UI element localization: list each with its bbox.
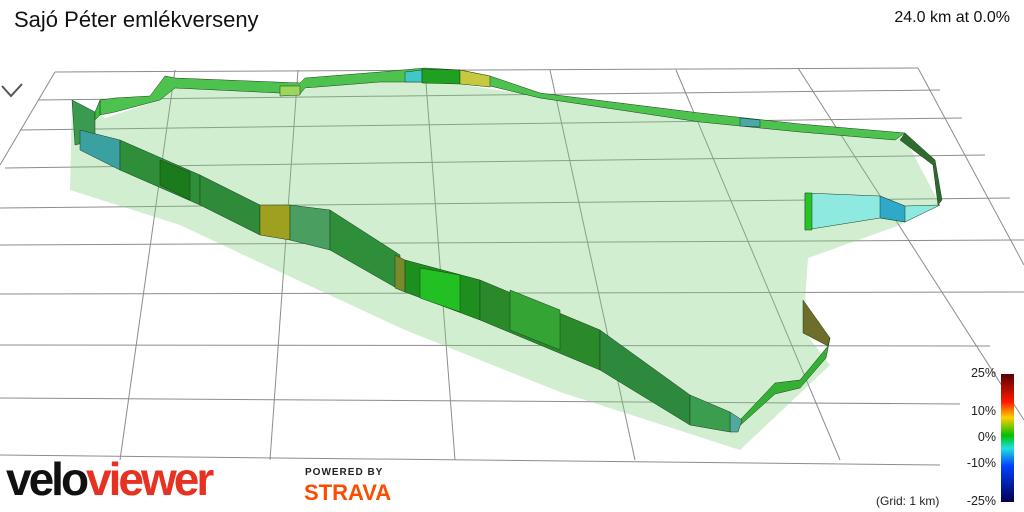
chevron-down-icon[interactable] (0, 80, 26, 102)
grid-scale-note: (Grid: 1 km) (876, 494, 940, 508)
veloviewer-logo: veloviewer (6, 453, 214, 505)
page-title: Sajó Péter emlékverseny (14, 7, 259, 32)
gradient-legend-bar (1001, 374, 1014, 502)
strava-logo: STRAVA (304, 480, 392, 505)
legend-label-25: 25% (970, 366, 996, 380)
powered-by-label: POWERED BY (305, 467, 384, 478)
legend-label-minus25: -25% (966, 494, 996, 508)
logo-velo-text: velo (6, 453, 89, 505)
route-profile (71, 67, 943, 433)
legend-label-minus10: -10% (966, 456, 996, 470)
legend-label-10: 10% (970, 404, 996, 418)
logo-viewer-text: viewer (86, 453, 214, 505)
distance-gradient-readout: 24.0 km at 0.0% (894, 9, 1010, 26)
route-elevation-shadow (70, 72, 940, 450)
legend-label-0: 0% (977, 430, 996, 444)
